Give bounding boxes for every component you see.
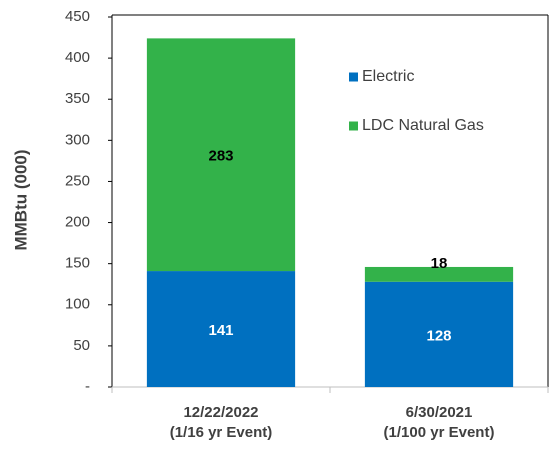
y-tick-label: 250 [65,172,90,189]
value-label: 283 [208,148,233,165]
bar-segment [364,281,514,387]
y-tick-label: 100 [65,296,90,313]
legend-label: Electric [362,68,414,85]
y-tick-label: 350 [65,90,90,107]
x-tick-label: (1/16 yr Event) [170,424,273,441]
bar-segment [146,38,296,272]
x-tick-label: 6/30/2021 [406,404,473,421]
value-label: 141 [208,322,233,339]
value-label: 128 [426,327,451,344]
y-axis-label: MMBtu (000) [11,149,30,250]
bar-segment [364,266,514,282]
y-tick-label: 150 [65,255,90,272]
legend-swatch [349,72,358,82]
value-label: 18 [431,255,448,272]
y-tick-label: 300 [65,131,90,148]
y-tick-label: 450 [65,8,90,25]
legend-swatch [349,121,358,131]
bar-segment [146,271,296,387]
y-tick-label: - [85,378,90,395]
y-tick-label: 400 [65,49,90,66]
x-tick-label: (1/100 yr Event) [384,424,495,441]
y-tick-label: 50 [73,337,90,354]
y-tick-label: 200 [65,214,90,231]
x-tick-label: 12/22/2022 [183,404,258,421]
legend-label: LDC Natural Gas [362,117,484,134]
